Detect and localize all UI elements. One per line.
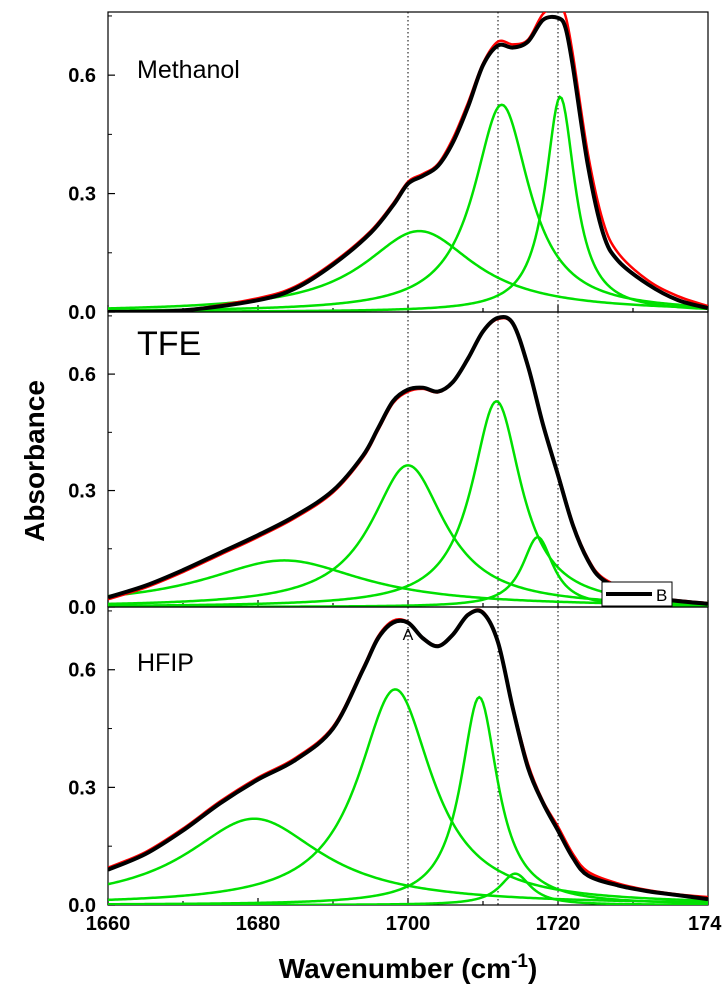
- component-peak-2: [108, 688, 708, 902]
- component-peak-2: [108, 103, 708, 312]
- measured-curve: [108, 314, 708, 606]
- fit-curve: [108, 12, 708, 312]
- component-peak-1: [108, 229, 708, 310]
- x-axis-title: Wavenumber (cm-1): [279, 951, 538, 984]
- y-tick-label: 0.3: [68, 184, 96, 206]
- plot-area: [108, 607, 708, 905]
- annotation-a: A: [403, 627, 414, 644]
- measured-curve: [108, 608, 708, 902]
- x-tick-label: 1680: [236, 913, 281, 935]
- panel-hfip: 0.0 0.3 0.6 HFIP: [68, 606, 709, 917]
- y-tick-label: 0.6: [68, 660, 96, 682]
- y-tick-label: 0.0: [68, 597, 96, 619]
- x-tick-label: 174: [688, 913, 722, 935]
- panels: 0.0 0.3 0.6 Methanol 0.0 0.3 0.6 TFE 0.0 0.3 0.6 HF…: [68, 11, 709, 917]
- y-tick-label: 0.0: [68, 895, 96, 917]
- panel-methanol: 0.0 0.3 0.6 Methanol: [68, 11, 709, 324]
- panel-tfe: 0.0 0.3 0.6 TFE: [68, 311, 709, 619]
- fit-curve: [108, 608, 708, 899]
- panel-label-hfip: HFIP: [137, 649, 194, 677]
- y-tick-label: 0.3: [68, 481, 96, 503]
- x-tick-labels: 1660 1680 1700 1720 174: [86, 913, 722, 935]
- plot-area: [108, 12, 708, 312]
- y-tick-label: 0.0: [68, 302, 96, 324]
- y-tick-label: 0.6: [68, 364, 96, 386]
- legend-label: B: [656, 586, 667, 605]
- y-tick-label: 0.6: [68, 65, 96, 87]
- panel-label-tfe: TFE: [137, 325, 201, 363]
- component-peak-4: [108, 872, 708, 905]
- y-tick-label: 0.3: [68, 777, 96, 799]
- component-peak-3: [108, 695, 708, 905]
- x-axis-title-sup: -1: [511, 951, 528, 972]
- x-tick-label: 1700: [386, 913, 431, 935]
- component-peak-3: [108, 399, 708, 607]
- x-tick-label: 1720: [536, 913, 581, 935]
- x-tick-label: 1660: [86, 913, 131, 935]
- legend: B: [601, 581, 673, 607]
- panel-label-methanol: Methanol: [137, 56, 240, 84]
- y-axis-title: Absorbance: [19, 380, 50, 542]
- x-axis-title-close: ): [528, 953, 537, 984]
- x-axis-title-main: Wavenumber (cm: [279, 953, 511, 984]
- measured-curve: [108, 14, 708, 312]
